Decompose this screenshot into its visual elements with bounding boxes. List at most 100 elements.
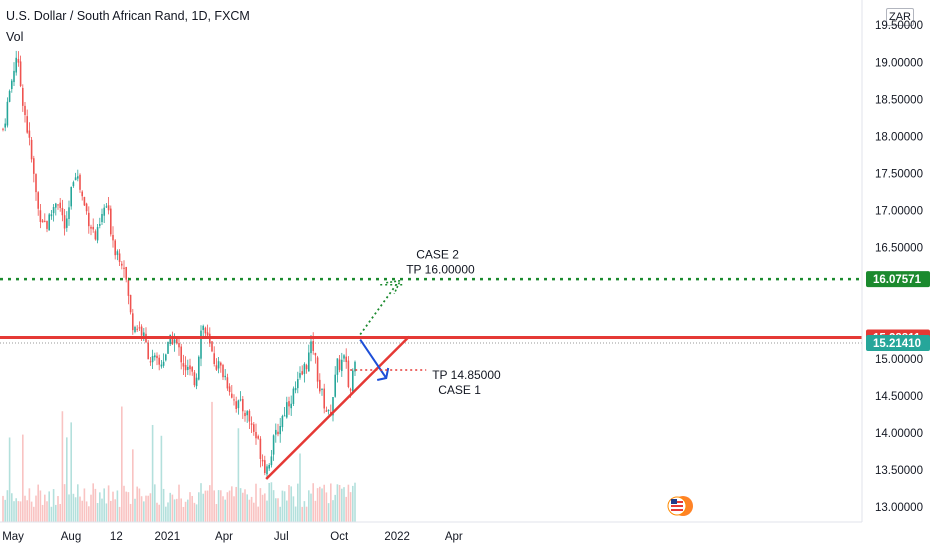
volume-bar xyxy=(147,495,149,522)
candle-body xyxy=(303,363,306,374)
volume-bar xyxy=(112,491,114,522)
candle-body xyxy=(224,375,226,378)
volume-bar xyxy=(330,483,332,522)
candle-body xyxy=(266,466,268,475)
volume-bar xyxy=(169,492,171,522)
candle-body xyxy=(283,415,286,417)
y-tick-label: 17.50000 xyxy=(875,169,923,181)
candle-body xyxy=(8,91,11,102)
badge-target-label: 16.07571 xyxy=(873,274,922,286)
candle-body xyxy=(15,57,17,73)
x-tick-label: Apr xyxy=(215,531,233,543)
candle-body xyxy=(215,365,218,370)
candle-body xyxy=(182,363,185,367)
x-tick-label: May xyxy=(2,531,24,543)
x-tick-label: Oct xyxy=(330,531,349,543)
drawings xyxy=(0,277,862,480)
volume-bar xyxy=(121,406,123,522)
candle-body xyxy=(319,379,321,392)
candle-body xyxy=(132,313,134,331)
volume-bar xyxy=(180,498,182,522)
candle-body xyxy=(68,207,70,219)
candle-body xyxy=(24,105,26,115)
volume-bar xyxy=(308,490,310,522)
candle-body xyxy=(149,361,152,363)
candle-body xyxy=(116,251,119,255)
candle-body xyxy=(281,416,284,428)
volume-bar xyxy=(83,488,86,522)
volume-bar xyxy=(88,506,90,522)
candle-body xyxy=(316,357,319,382)
volume-bar xyxy=(202,493,204,522)
candle-body xyxy=(189,365,191,370)
candle-body xyxy=(118,253,121,262)
volume-bar xyxy=(129,503,132,522)
candle-body xyxy=(299,373,301,378)
volume-bar xyxy=(8,437,11,522)
candle-body xyxy=(66,218,68,228)
candle-body xyxy=(22,87,24,106)
volume-bar xyxy=(61,411,64,522)
candle-body xyxy=(321,388,323,390)
volume-bar xyxy=(94,488,97,522)
volume-bar xyxy=(138,488,141,522)
candle-body xyxy=(231,393,233,398)
volume-bar xyxy=(132,449,134,522)
volume-bar xyxy=(226,492,229,522)
volume-bar xyxy=(156,502,158,522)
candle-body xyxy=(112,234,114,241)
candle-body xyxy=(121,263,123,266)
price-axis[interactable]: 19.50000 19.00000 18.50000 18.00000 17.50000… xyxy=(875,20,923,514)
time-axis[interactable]: May Aug 12 2021 Apr Jul Oct 2022 Apr xyxy=(2,531,463,543)
volume-bar xyxy=(140,496,143,522)
candle-body xyxy=(50,214,53,217)
badge-target-bg xyxy=(866,271,930,288)
volume-bar xyxy=(118,506,121,522)
case2-arrow xyxy=(359,284,397,336)
volume-bar xyxy=(259,488,262,522)
candle-body xyxy=(184,365,187,371)
volume-bar xyxy=(283,491,286,522)
volume-bar xyxy=(253,502,255,522)
candle-body xyxy=(239,399,242,401)
volume-bar xyxy=(52,489,55,522)
volume-bar xyxy=(288,485,290,522)
volume-bar xyxy=(160,435,163,522)
candle-body xyxy=(85,203,88,212)
currency-button[interactable]: ZAR xyxy=(886,8,914,26)
volume-bar xyxy=(44,494,46,522)
volume-bar xyxy=(11,493,13,522)
y-tick-label: 13.00000 xyxy=(875,502,923,514)
candle-body xyxy=(6,101,9,126)
candle-body xyxy=(213,353,215,364)
candle-body xyxy=(35,174,37,193)
candle-body xyxy=(162,361,165,366)
candle-body xyxy=(83,196,86,206)
candle-body xyxy=(347,360,350,388)
x-tick-label: Jul xyxy=(274,531,289,543)
candle-body xyxy=(336,358,339,375)
volume-bar xyxy=(17,501,20,522)
volume-bar xyxy=(277,498,279,522)
candle-body xyxy=(338,359,341,370)
volume-bar xyxy=(272,490,275,522)
candle-body xyxy=(52,207,55,214)
volume-bar xyxy=(237,428,240,522)
volume-bar xyxy=(30,501,33,522)
volume-bar xyxy=(235,486,237,522)
candle-body xyxy=(171,335,174,345)
volume-bar xyxy=(101,498,103,522)
candle-body xyxy=(41,220,44,223)
candle-body xyxy=(294,388,297,391)
volume-bar xyxy=(107,485,110,522)
volume-bar xyxy=(209,485,211,522)
candle-body xyxy=(140,326,143,336)
volume-bar xyxy=(143,501,145,522)
volume-bar xyxy=(41,504,44,522)
flag-icon[interactable] xyxy=(667,496,693,516)
volume-bar xyxy=(352,485,354,522)
candle-body xyxy=(57,204,59,206)
candle-body xyxy=(61,207,64,216)
